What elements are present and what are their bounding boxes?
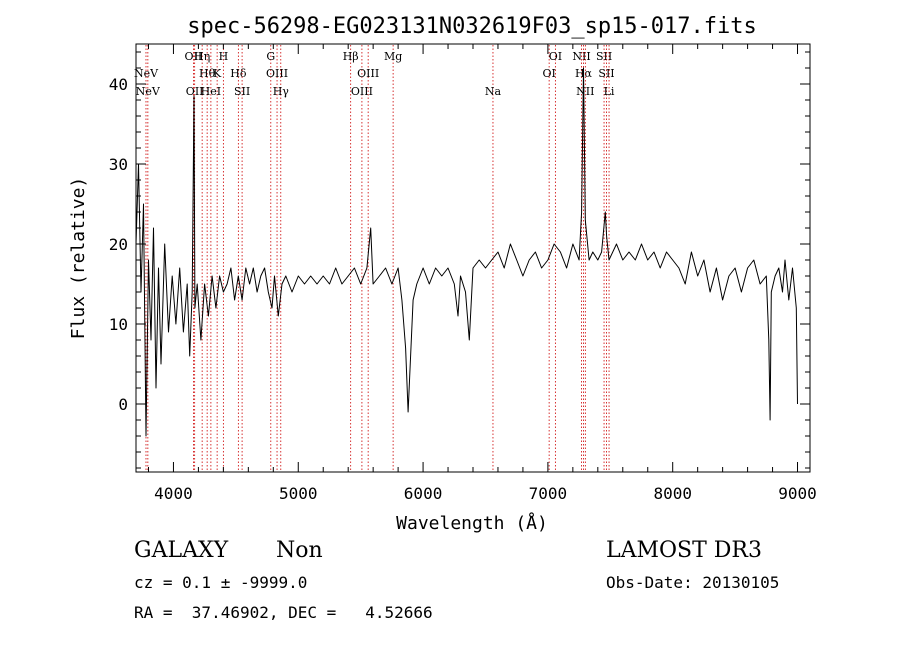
line-label-9: Hδ: [230, 67, 247, 80]
line-label-2: OII: [185, 50, 203, 63]
line-label-12: OIII: [266, 67, 288, 80]
emission-line-markers: NeVNeVOIIOIIHηHθHeIKHHδSIIGOIIIHγHβOIIIO…: [134, 45, 615, 471]
line-label-3: OII: [186, 85, 204, 98]
line-label-1: NeV: [136, 85, 161, 98]
y-tick-label: 10: [109, 315, 128, 334]
plot-frame: [135, 43, 811, 473]
line-label-6: HeI: [201, 85, 221, 98]
object-subclass: Non: [276, 538, 323, 563]
line-label-17: Mg: [384, 50, 402, 63]
y-tick-label: 40: [109, 75, 128, 94]
x-tick-label: 9000: [778, 484, 817, 503]
x-tick-label: 6000: [404, 484, 443, 503]
x-tick-label: 7000: [529, 484, 568, 503]
line-label-25: SII: [598, 67, 614, 80]
line-label-10: SII: [234, 85, 250, 98]
line-label-15: OIII: [351, 85, 373, 98]
x-tick-label: 4000: [154, 484, 193, 503]
object-class: GALAXY: [134, 538, 229, 563]
line-label-5: Hθ: [199, 67, 216, 80]
y-axis-label: Flux (relative): [68, 177, 89, 340]
line-label-21: NII: [572, 50, 590, 63]
x-axis: 4000 5000 6000 7000 8000 9000: [147, 44, 817, 503]
y-tick-label: 0: [118, 395, 128, 414]
observation-date: Obs-Date: 20130105: [606, 573, 780, 592]
line-label-16: OIII: [357, 67, 379, 80]
x-tick-label: 8000: [653, 484, 692, 503]
redshift-line: cz = 0.1 ± -9999.0: [134, 573, 308, 592]
line-label-19: OI: [542, 67, 555, 80]
line-label-13: Hγ: [273, 85, 290, 98]
spectrum-series: [135, 67, 798, 437]
line-label-20: OI: [549, 50, 562, 63]
line-label-14: Hβ: [343, 50, 359, 63]
line-label-4: Hη: [194, 50, 210, 63]
line-label-11: G: [266, 50, 275, 63]
line-label-7: K: [213, 67, 222, 80]
line-label-8: H: [219, 50, 229, 63]
chart-title: spec-56298-EG023131N032619F03_sp15-017.f…: [187, 14, 757, 39]
y-axis: 0 10 20 30 40: [109, 51, 810, 469]
ra-dec-line: RA = 37.46902, DEC = 4.52666: [134, 603, 433, 622]
line-label-23: NII: [576, 85, 594, 98]
spectrum-line-0: [135, 67, 798, 437]
line-label-26: Li: [604, 85, 615, 98]
line-label-0: NeV: [134, 67, 159, 80]
survey-name: LAMOST DR3: [606, 538, 762, 563]
line-label-18: Na: [485, 85, 502, 98]
x-axis-label: Wavelength (Å): [396, 512, 548, 534]
line-label-24: SII: [596, 50, 612, 63]
y-tick-label: 30: [109, 155, 128, 174]
x-tick-label: 5000: [279, 484, 318, 503]
y-tick-label: 20: [109, 235, 128, 254]
